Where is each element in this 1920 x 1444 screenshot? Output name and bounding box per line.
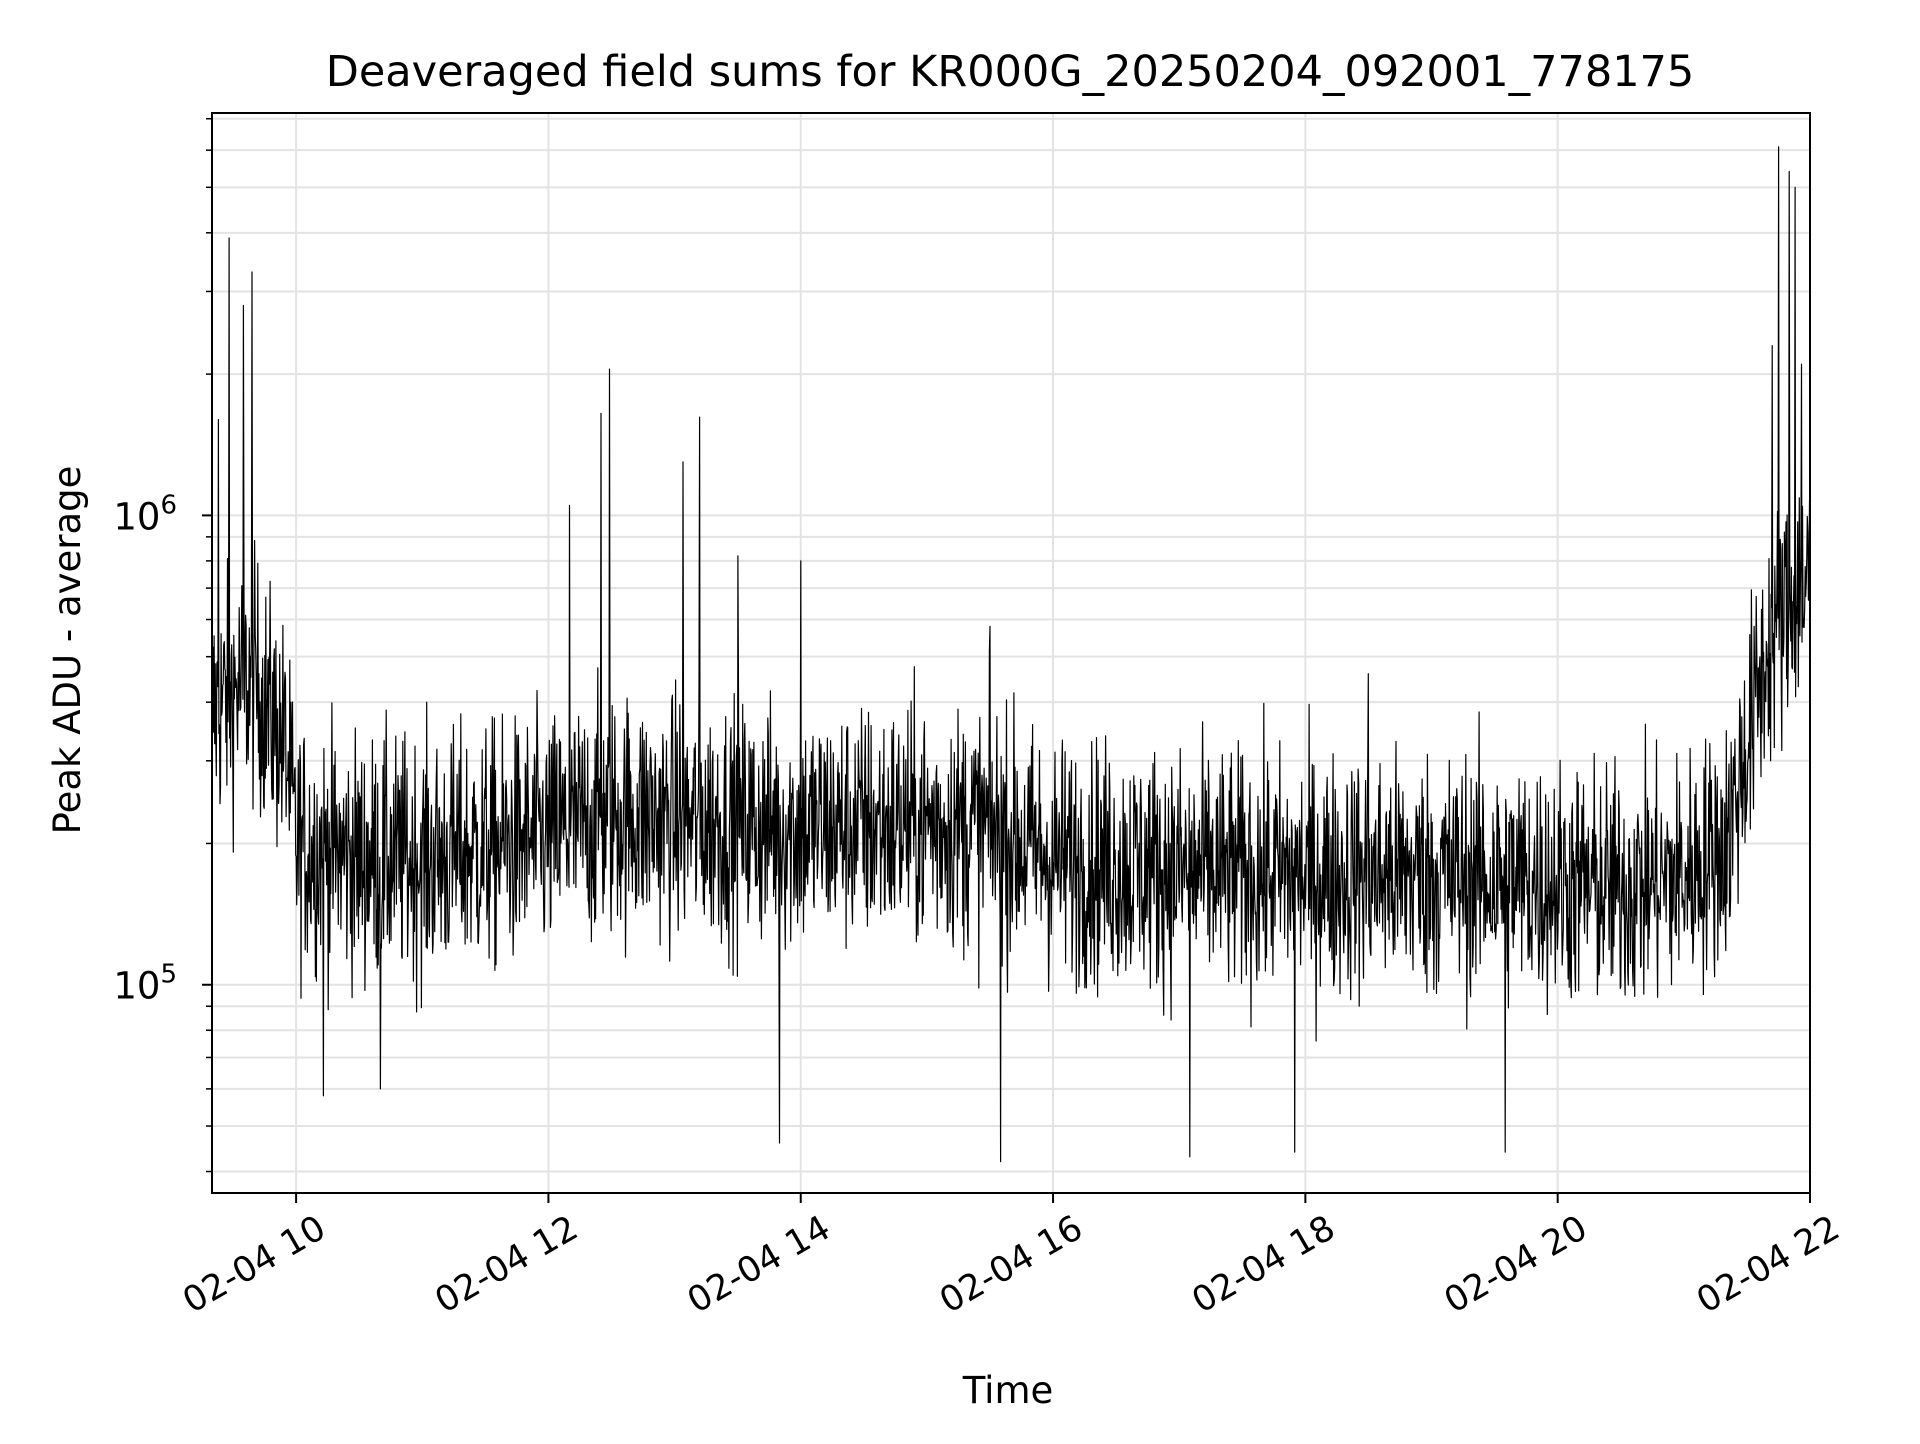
plot-frame <box>211 112 1811 1194</box>
y-tick-exponent: 6 <box>160 490 177 520</box>
y-tick-base: 10 <box>113 965 160 1008</box>
grid <box>212 113 1811 1193</box>
data-line <box>211 146 1811 1163</box>
y-tick-exponent: 5 <box>160 960 177 990</box>
y-axis-label: Peak ADU - average <box>46 466 89 835</box>
chart-title: Deaveraged field sums for KR000G_2025020… <box>326 47 1695 97</box>
plot-area <box>211 146 1811 1163</box>
y-tick-base: 10 <box>113 495 160 538</box>
x-axis-label: Time <box>962 1369 1054 1412</box>
y-tick-label: 106 <box>113 490 177 538</box>
y-tick-label: 105 <box>113 960 177 1008</box>
